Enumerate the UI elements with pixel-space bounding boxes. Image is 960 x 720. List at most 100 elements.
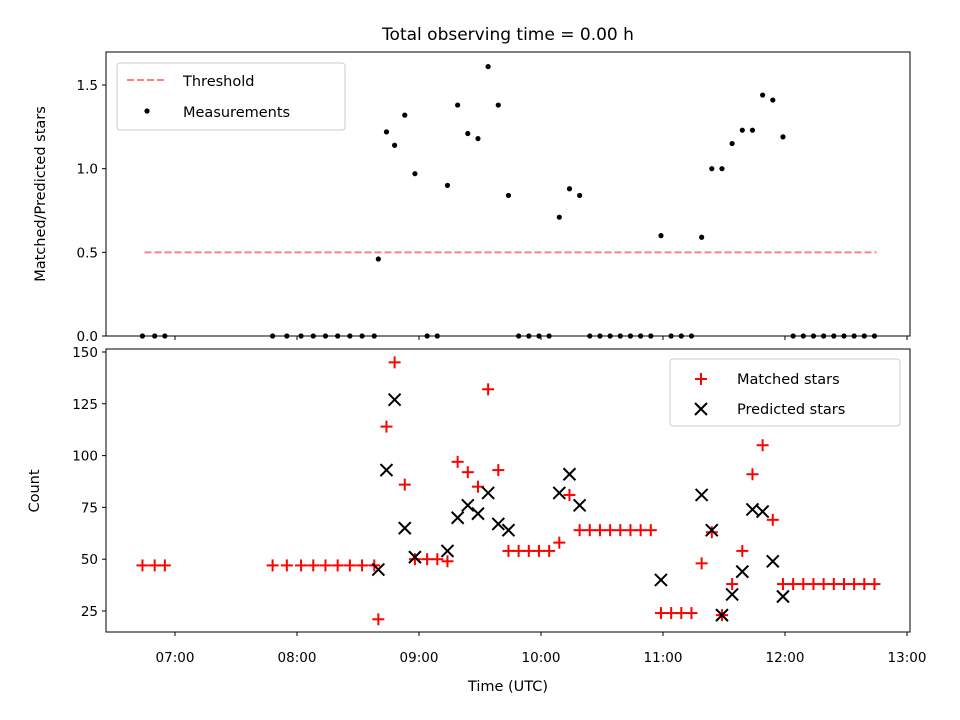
bottom-y-tick-label: 125 bbox=[72, 397, 98, 413]
predicted-star-point bbox=[552, 486, 567, 500]
matched-star-point bbox=[665, 607, 678, 620]
matched-star-point bbox=[482, 383, 495, 396]
top-plot-frame bbox=[105, 51, 911, 337]
matched-star-point bbox=[654, 607, 667, 620]
bottom-y-tick-label: 75 bbox=[81, 500, 98, 516]
matched-star-point bbox=[858, 578, 871, 591]
x-tick-label: 08:00 bbox=[278, 650, 317, 666]
predicted-star-point bbox=[471, 506, 485, 521]
predicted-star-point bbox=[745, 502, 760, 517]
predicted-star-point bbox=[562, 467, 577, 481]
top-y-tick-label: 0.5 bbox=[77, 245, 98, 261]
predicted-star-point bbox=[694, 488, 709, 502]
measurement-point bbox=[729, 140, 735, 147]
matched-star-point bbox=[136, 559, 149, 572]
top-legend-box bbox=[116, 62, 346, 131]
matched-star-point bbox=[307, 559, 320, 572]
matched-star-point bbox=[343, 559, 356, 572]
matched-star-point bbox=[461, 466, 474, 479]
matched-star-point bbox=[441, 555, 454, 568]
predicted-star-point bbox=[450, 511, 465, 525]
predicted-star-point bbox=[715, 608, 729, 622]
top-y-tick-label: 1.5 bbox=[77, 78, 98, 94]
matched-star-point bbox=[398, 478, 411, 491]
bottom-legend-box bbox=[669, 358, 901, 427]
x-tick-label: 10:00 bbox=[522, 650, 561, 666]
matched-star-point bbox=[388, 356, 401, 369]
matched-star-point bbox=[756, 439, 769, 452]
legend-predicted-swatch bbox=[694, 402, 708, 416]
predicted-star-point bbox=[481, 486, 495, 500]
matched-star-point bbox=[408, 553, 421, 566]
legend-matched-label: Matched stars bbox=[737, 372, 840, 388]
x-axis-label: Time (UTC) bbox=[467, 679, 548, 695]
bottom-plot-frame bbox=[105, 348, 911, 633]
matched-star-point bbox=[797, 578, 810, 591]
matched-star-point bbox=[746, 468, 759, 481]
matched-star-point bbox=[421, 553, 434, 566]
matched-star-point bbox=[266, 559, 279, 572]
legend-threshold-label: Threshold bbox=[182, 74, 254, 90]
matched-star-point bbox=[148, 559, 161, 572]
measurement-point bbox=[383, 129, 390, 135]
predicted-star-point bbox=[776, 589, 790, 604]
measurement-point bbox=[699, 234, 705, 240]
matched-star-point bbox=[614, 524, 627, 537]
matched-star-point bbox=[471, 480, 484, 493]
matched-star-point bbox=[644, 524, 657, 537]
matched-star-point bbox=[522, 544, 535, 557]
measurement-point bbox=[658, 233, 664, 239]
matched-star-point bbox=[634, 524, 647, 537]
measurement-point bbox=[556, 214, 562, 220]
measurement-point bbox=[495, 102, 501, 108]
matched-star-point bbox=[295, 559, 308, 572]
measurement-point bbox=[402, 112, 408, 118]
legend-measurements-swatch bbox=[144, 108, 150, 114]
measurement-point bbox=[455, 102, 461, 108]
x-tick-label: 07:00 bbox=[156, 650, 195, 666]
predicted-star-point bbox=[440, 544, 455, 558]
predicted-star-point bbox=[572, 498, 587, 513]
bottom-y-tick-label: 100 bbox=[72, 449, 98, 465]
measurement-point bbox=[444, 182, 451, 188]
matched-star-point bbox=[380, 420, 393, 433]
matched-star-point bbox=[787, 578, 800, 591]
top-y-tick-label: 0.0 bbox=[77, 329, 98, 345]
bottom-y-tick-label: 150 bbox=[72, 345, 98, 361]
measurement-point bbox=[412, 171, 418, 177]
predicted-star-point bbox=[705, 523, 719, 537]
matched-star-point bbox=[837, 578, 850, 591]
top-panel: Total observing time = 0.00 h 0.0 0.5 1.0 1… bbox=[33, 25, 911, 345]
matched-star-point bbox=[583, 524, 596, 537]
matched-star-point bbox=[726, 578, 739, 591]
predicted-star-point bbox=[654, 573, 668, 587]
measurement-point bbox=[505, 192, 512, 199]
matched-star-point bbox=[158, 559, 171, 572]
x-tick-label: 11:00 bbox=[644, 650, 683, 666]
matched-star-point bbox=[451, 455, 464, 468]
top-legend: Threshold Measurements bbox=[116, 62, 346, 131]
predicted-star-point bbox=[408, 550, 422, 564]
matched-star-point bbox=[502, 544, 515, 557]
legend-predicted-label: Predicted stars bbox=[737, 402, 845, 418]
matched-star-point bbox=[807, 578, 820, 591]
matched-star-point bbox=[624, 524, 637, 537]
matched-star-point bbox=[573, 524, 586, 537]
legend-matched-swatch bbox=[695, 373, 707, 385]
matched-star-point bbox=[604, 524, 617, 537]
measurement-point bbox=[566, 186, 573, 192]
x-tick-label: 12:00 bbox=[766, 650, 805, 666]
matched-star-point bbox=[372, 613, 385, 626]
predicted-star-point bbox=[371, 562, 386, 577]
chart-title: Total observing time = 0.00 h bbox=[381, 25, 634, 45]
legend-measurements-label: Measurements bbox=[183, 105, 290, 121]
predicted-star-point bbox=[725, 587, 739, 602]
measurement-point bbox=[709, 166, 715, 172]
matched-star-point bbox=[492, 464, 505, 477]
measurement-point bbox=[392, 142, 398, 148]
matched-star-point bbox=[766, 513, 779, 526]
bottom-y-tick-label: 25 bbox=[81, 604, 98, 620]
predicted-star-point bbox=[398, 521, 412, 535]
matched-star-point bbox=[319, 559, 332, 572]
measurement-point bbox=[475, 135, 481, 142]
